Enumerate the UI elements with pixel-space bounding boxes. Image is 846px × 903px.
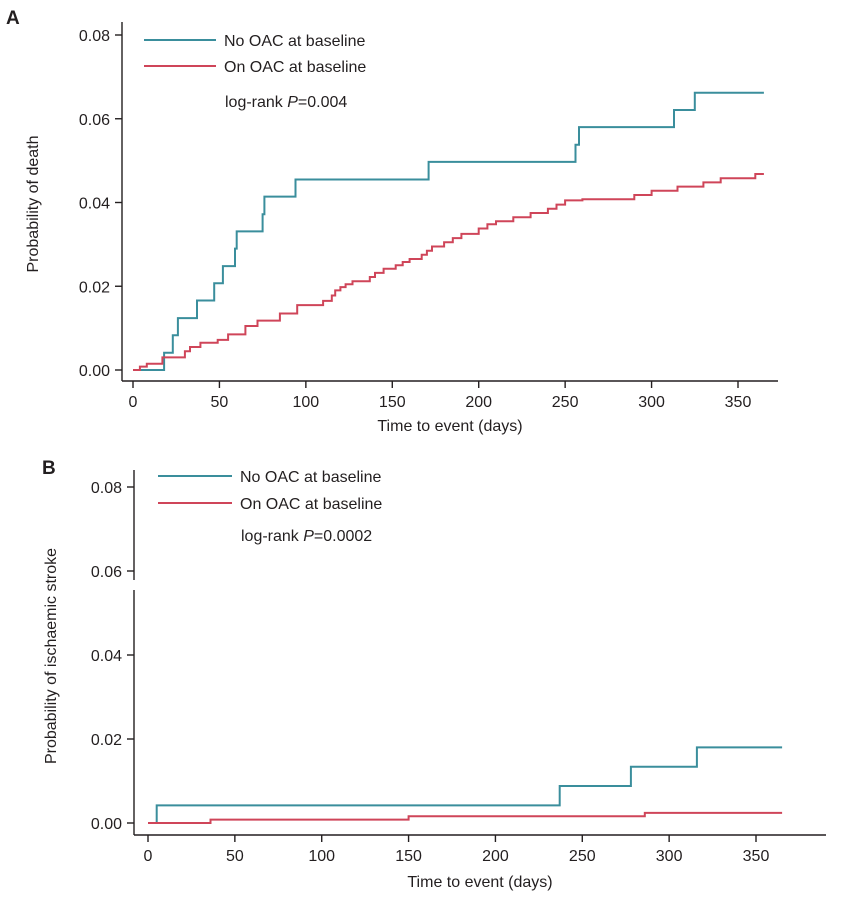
panel-b: B 0.00 0.02 0.04 0.06 0.08 0 50 100 150 200 250 30…: [42, 458, 826, 891]
panel-a-axes: [121, 22, 778, 382]
y-tick-label: 0.02: [79, 279, 110, 296]
panel-a-legend: No OAC at baseline On OAC at baseline lo…: [144, 33, 366, 111]
panel-b-y-ticks: 0.00 0.02 0.04 0.06 0.08: [91, 480, 134, 833]
panel-b-x-axis-title: Time to event (days): [407, 874, 552, 891]
x-tick-label: 0: [129, 394, 138, 411]
y-tick-label: 0.08: [79, 28, 110, 45]
logrank-prefix: log-rank: [225, 94, 287, 111]
x-tick-label: 100: [293, 394, 320, 411]
panel-label-a: A: [6, 8, 20, 29]
x-tick-label: 100: [308, 848, 335, 865]
legend-label-on-oac: On OAC at baseline: [224, 59, 366, 76]
logrank-p-value: =0.004: [298, 94, 347, 111]
series-line-on-oac: [148, 811, 783, 824]
y-tick-label: 0.04: [79, 196, 110, 213]
panel-b-legend: No OAC at baseline On OAC at baseline lo…: [158, 469, 382, 545]
y-tick-label: 0.02: [91, 732, 122, 749]
panel-b-axes: [133, 470, 826, 836]
x-tick-label: 250: [552, 394, 579, 411]
x-tick-label: 200: [482, 848, 509, 865]
y-tick-label: 0.06: [91, 564, 122, 581]
x-tick-label: 150: [379, 394, 406, 411]
y-tick-label: 0.00: [79, 363, 110, 380]
panel-a-logrank-annotation: log-rank P=0.004: [225, 94, 347, 111]
panel-b-y-axis-title: Probability of ischaemic stroke: [43, 548, 60, 764]
y-tick-label: 0.04: [91, 648, 122, 665]
panel-b-series: [148, 746, 783, 824]
panel-a-y-axis-title: Probability of death: [25, 136, 42, 273]
logrank-prefix: log-rank: [241, 528, 303, 545]
x-tick-label: 350: [743, 848, 770, 865]
x-tick-label: 300: [656, 848, 683, 865]
x-tick-label: 250: [569, 848, 596, 865]
series-line-no-oac: [148, 746, 783, 824]
x-tick-label: 0: [144, 848, 153, 865]
series-line-on-oac: [133, 173, 764, 371]
panel-a: A 0.00 0.02 0.04 0.06 0.08 0 50 100 150 200 250 30…: [6, 8, 778, 435]
logrank-p-symbol: P: [287, 94, 298, 111]
legend-label-no-oac: No OAC at baseline: [240, 469, 382, 486]
x-tick-label: 150: [395, 848, 422, 865]
series-line-no-oac: [133, 91, 764, 371]
x-tick-label: 200: [465, 394, 492, 411]
panel-label-b: B: [42, 458, 56, 479]
panel-b-x-ticks: 0 50 100 150 200 250 300 350: [144, 835, 770, 865]
y-tick-label: 0.08: [91, 480, 122, 497]
x-tick-label: 50: [226, 848, 244, 865]
panel-a-series: [133, 91, 764, 371]
legend-label-on-oac: On OAC at baseline: [240, 496, 382, 513]
x-tick-label: 300: [638, 394, 665, 411]
legend-label-no-oac: No OAC at baseline: [224, 33, 366, 50]
y-tick-label: 0.06: [79, 112, 110, 129]
x-tick-label: 350: [725, 394, 752, 411]
logrank-p-symbol: P: [303, 528, 314, 545]
y-tick-label: 0.00: [91, 816, 122, 833]
logrank-p-value: =0.0002: [314, 528, 372, 545]
x-tick-label: 50: [211, 394, 229, 411]
panel-a-x-axis-title: Time to event (days): [377, 418, 522, 435]
panel-a-x-ticks: 0 50 100 150 200 250 300 350: [129, 381, 752, 411]
panel-b-logrank-annotation: log-rank P=0.0002: [241, 528, 372, 545]
panel-a-y-ticks: 0.00 0.02 0.04 0.06 0.08: [79, 28, 122, 380]
